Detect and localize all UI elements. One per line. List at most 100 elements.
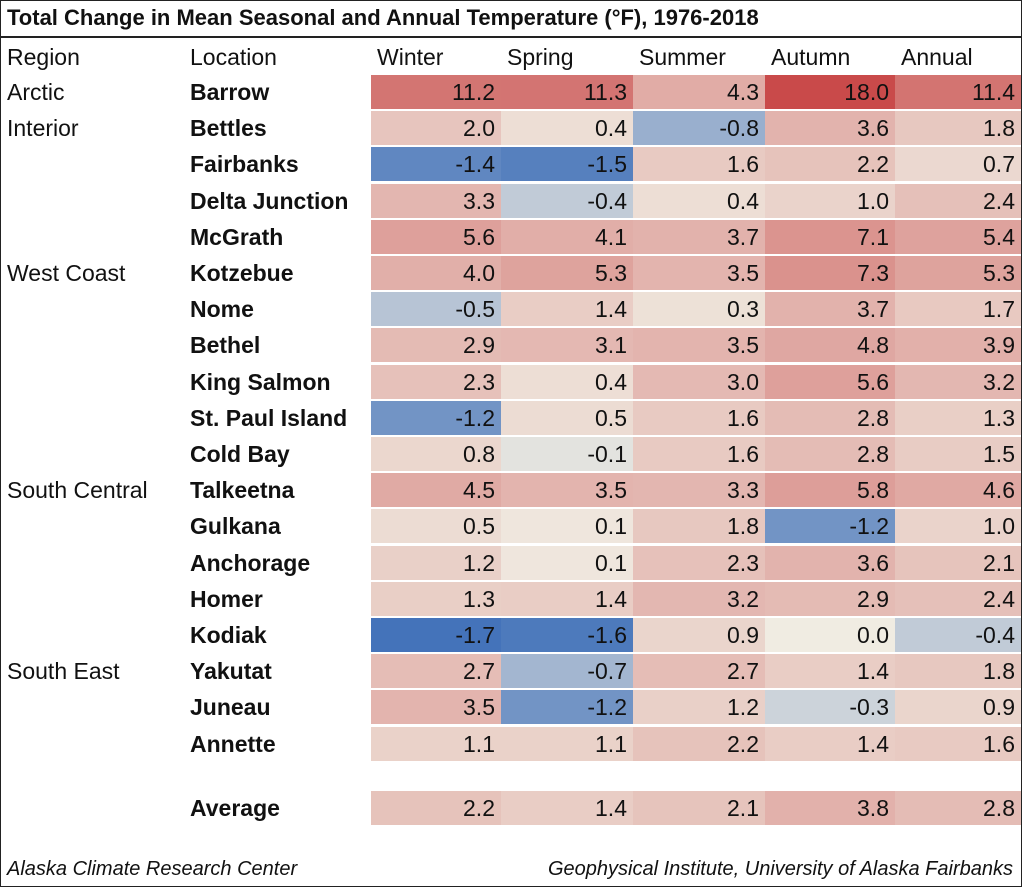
value-cell: 1.1	[501, 726, 633, 761]
location-label: Talkeetna	[190, 477, 295, 504]
value-cell: 11.3	[501, 75, 633, 109]
value-cell: -1.5	[501, 147, 633, 182]
value-cell: -1.2	[371, 400, 501, 435]
value-cell: 1.4	[501, 581, 633, 616]
value-cell: -1.4	[371, 147, 501, 182]
table-title: Total Change in Mean Seasonal and Annual…	[7, 5, 759, 30]
title-divider	[1, 36, 1021, 38]
value-cell: 3.1	[501, 328, 633, 363]
value-cell: 0.8	[371, 437, 501, 471]
value-cell: 0.5	[501, 400, 633, 435]
value-cell: 0.1	[501, 545, 633, 580]
value-cell: 0.7	[895, 147, 1021, 182]
value-cell: 3.5	[371, 690, 501, 725]
value-cell: 2.2	[633, 726, 765, 761]
value-cell: 3.6	[765, 545, 895, 580]
value-cell: -0.4	[501, 183, 633, 218]
column-header-location: Location	[190, 44, 277, 70]
value-cell: 7.1	[765, 219, 895, 254]
value-cell: 7.3	[765, 256, 895, 290]
value-cell: 1.4	[765, 654, 895, 689]
column-header-summer: Summer	[639, 44, 726, 70]
average-cell: 3.8	[765, 791, 895, 825]
value-cell: -0.3	[765, 690, 895, 725]
value-cell: 2.7	[633, 654, 765, 689]
value-cell: 0.0	[765, 618, 895, 652]
column-header-region: Region	[7, 44, 80, 70]
value-cell: 3.6	[765, 111, 895, 146]
location-label: Gulkana	[190, 513, 281, 540]
value-cell: 0.9	[895, 690, 1021, 725]
value-cell: 2.4	[895, 581, 1021, 616]
location-label: Annette	[190, 730, 276, 757]
region-label: West Coast	[7, 260, 126, 286]
value-cell: 1.4	[501, 292, 633, 327]
location-label: Delta Junction	[190, 187, 349, 214]
value-cell: 1.8	[633, 509, 765, 544]
value-cell: 0.4	[633, 183, 765, 218]
value-cell: 2.2	[765, 147, 895, 182]
value-cell: 1.8	[895, 111, 1021, 146]
value-cell: -0.7	[501, 654, 633, 689]
value-cell: 5.6	[765, 364, 895, 399]
column-header-spring: Spring	[507, 44, 574, 70]
value-cell: 3.7	[633, 219, 765, 254]
value-cell: 3.9	[895, 328, 1021, 363]
value-cell: 2.3	[371, 364, 501, 399]
average-label: Average	[190, 795, 280, 821]
value-cell: 5.4	[895, 219, 1021, 254]
value-cell: 1.6	[633, 400, 765, 435]
value-cell: 0.9	[633, 618, 765, 652]
value-cell: 2.9	[371, 328, 501, 363]
value-cell: 1.6	[895, 726, 1021, 761]
value-cell: 1.2	[633, 690, 765, 725]
value-cell: 5.3	[895, 256, 1021, 290]
location-label: Anchorage	[190, 549, 311, 576]
value-cell: 0.1	[501, 509, 633, 544]
column-header-autumn: Autumn	[771, 44, 851, 70]
value-cell: 11.4	[895, 75, 1021, 109]
average-cell: 2.8	[895, 791, 1021, 825]
value-cell: 2.8	[765, 437, 895, 471]
location-label: King Salmon	[190, 368, 331, 395]
value-cell: 3.3	[633, 473, 765, 508]
location-label: Homer	[190, 585, 263, 612]
region-label: Arctic	[7, 79, 65, 105]
value-cell: 1.0	[895, 509, 1021, 544]
value-cell: 1.6	[633, 437, 765, 471]
value-cell: 5.6	[371, 219, 501, 254]
value-cell: 5.8	[765, 473, 895, 508]
value-cell: 1.5	[895, 437, 1021, 471]
value-cell: 3.0	[633, 364, 765, 399]
value-cell: -0.8	[633, 111, 765, 146]
location-label: Juneau	[190, 694, 271, 721]
value-cell: -0.5	[371, 292, 501, 327]
location-label: Yakutat	[190, 658, 272, 685]
location-label: McGrath	[190, 223, 284, 250]
value-cell: 3.3	[371, 183, 501, 218]
value-cell: 3.2	[895, 364, 1021, 399]
location-label: Nome	[190, 296, 254, 323]
value-cell: -0.1	[501, 437, 633, 471]
footer-right: Geophysical Institute, University of Ala…	[547, 858, 1013, 880]
value-cell: 1.6	[633, 147, 765, 182]
location-label: Fairbanks	[190, 151, 299, 178]
value-cell: 2.8	[765, 400, 895, 435]
value-cell: 3.5	[501, 473, 633, 508]
value-cell: 4.1	[501, 219, 633, 254]
location-label: Cold Bay	[190, 441, 290, 467]
value-cell: -1.2	[765, 509, 895, 544]
value-cell: 5.3	[501, 256, 633, 290]
value-cell: 11.2	[371, 75, 501, 109]
value-cell: 3.7	[765, 292, 895, 327]
location-label: Kodiak	[190, 622, 267, 648]
value-cell: 3.2	[633, 581, 765, 616]
value-cell: 2.0	[371, 111, 501, 146]
location-label: St. Paul Island	[190, 404, 348, 431]
location-label: Bettles	[190, 115, 267, 142]
value-cell: -1.6	[501, 618, 633, 652]
value-cell: 18.0	[765, 75, 895, 109]
average-cell: 1.4	[501, 791, 633, 825]
location-label: Kotzebue	[190, 260, 294, 286]
